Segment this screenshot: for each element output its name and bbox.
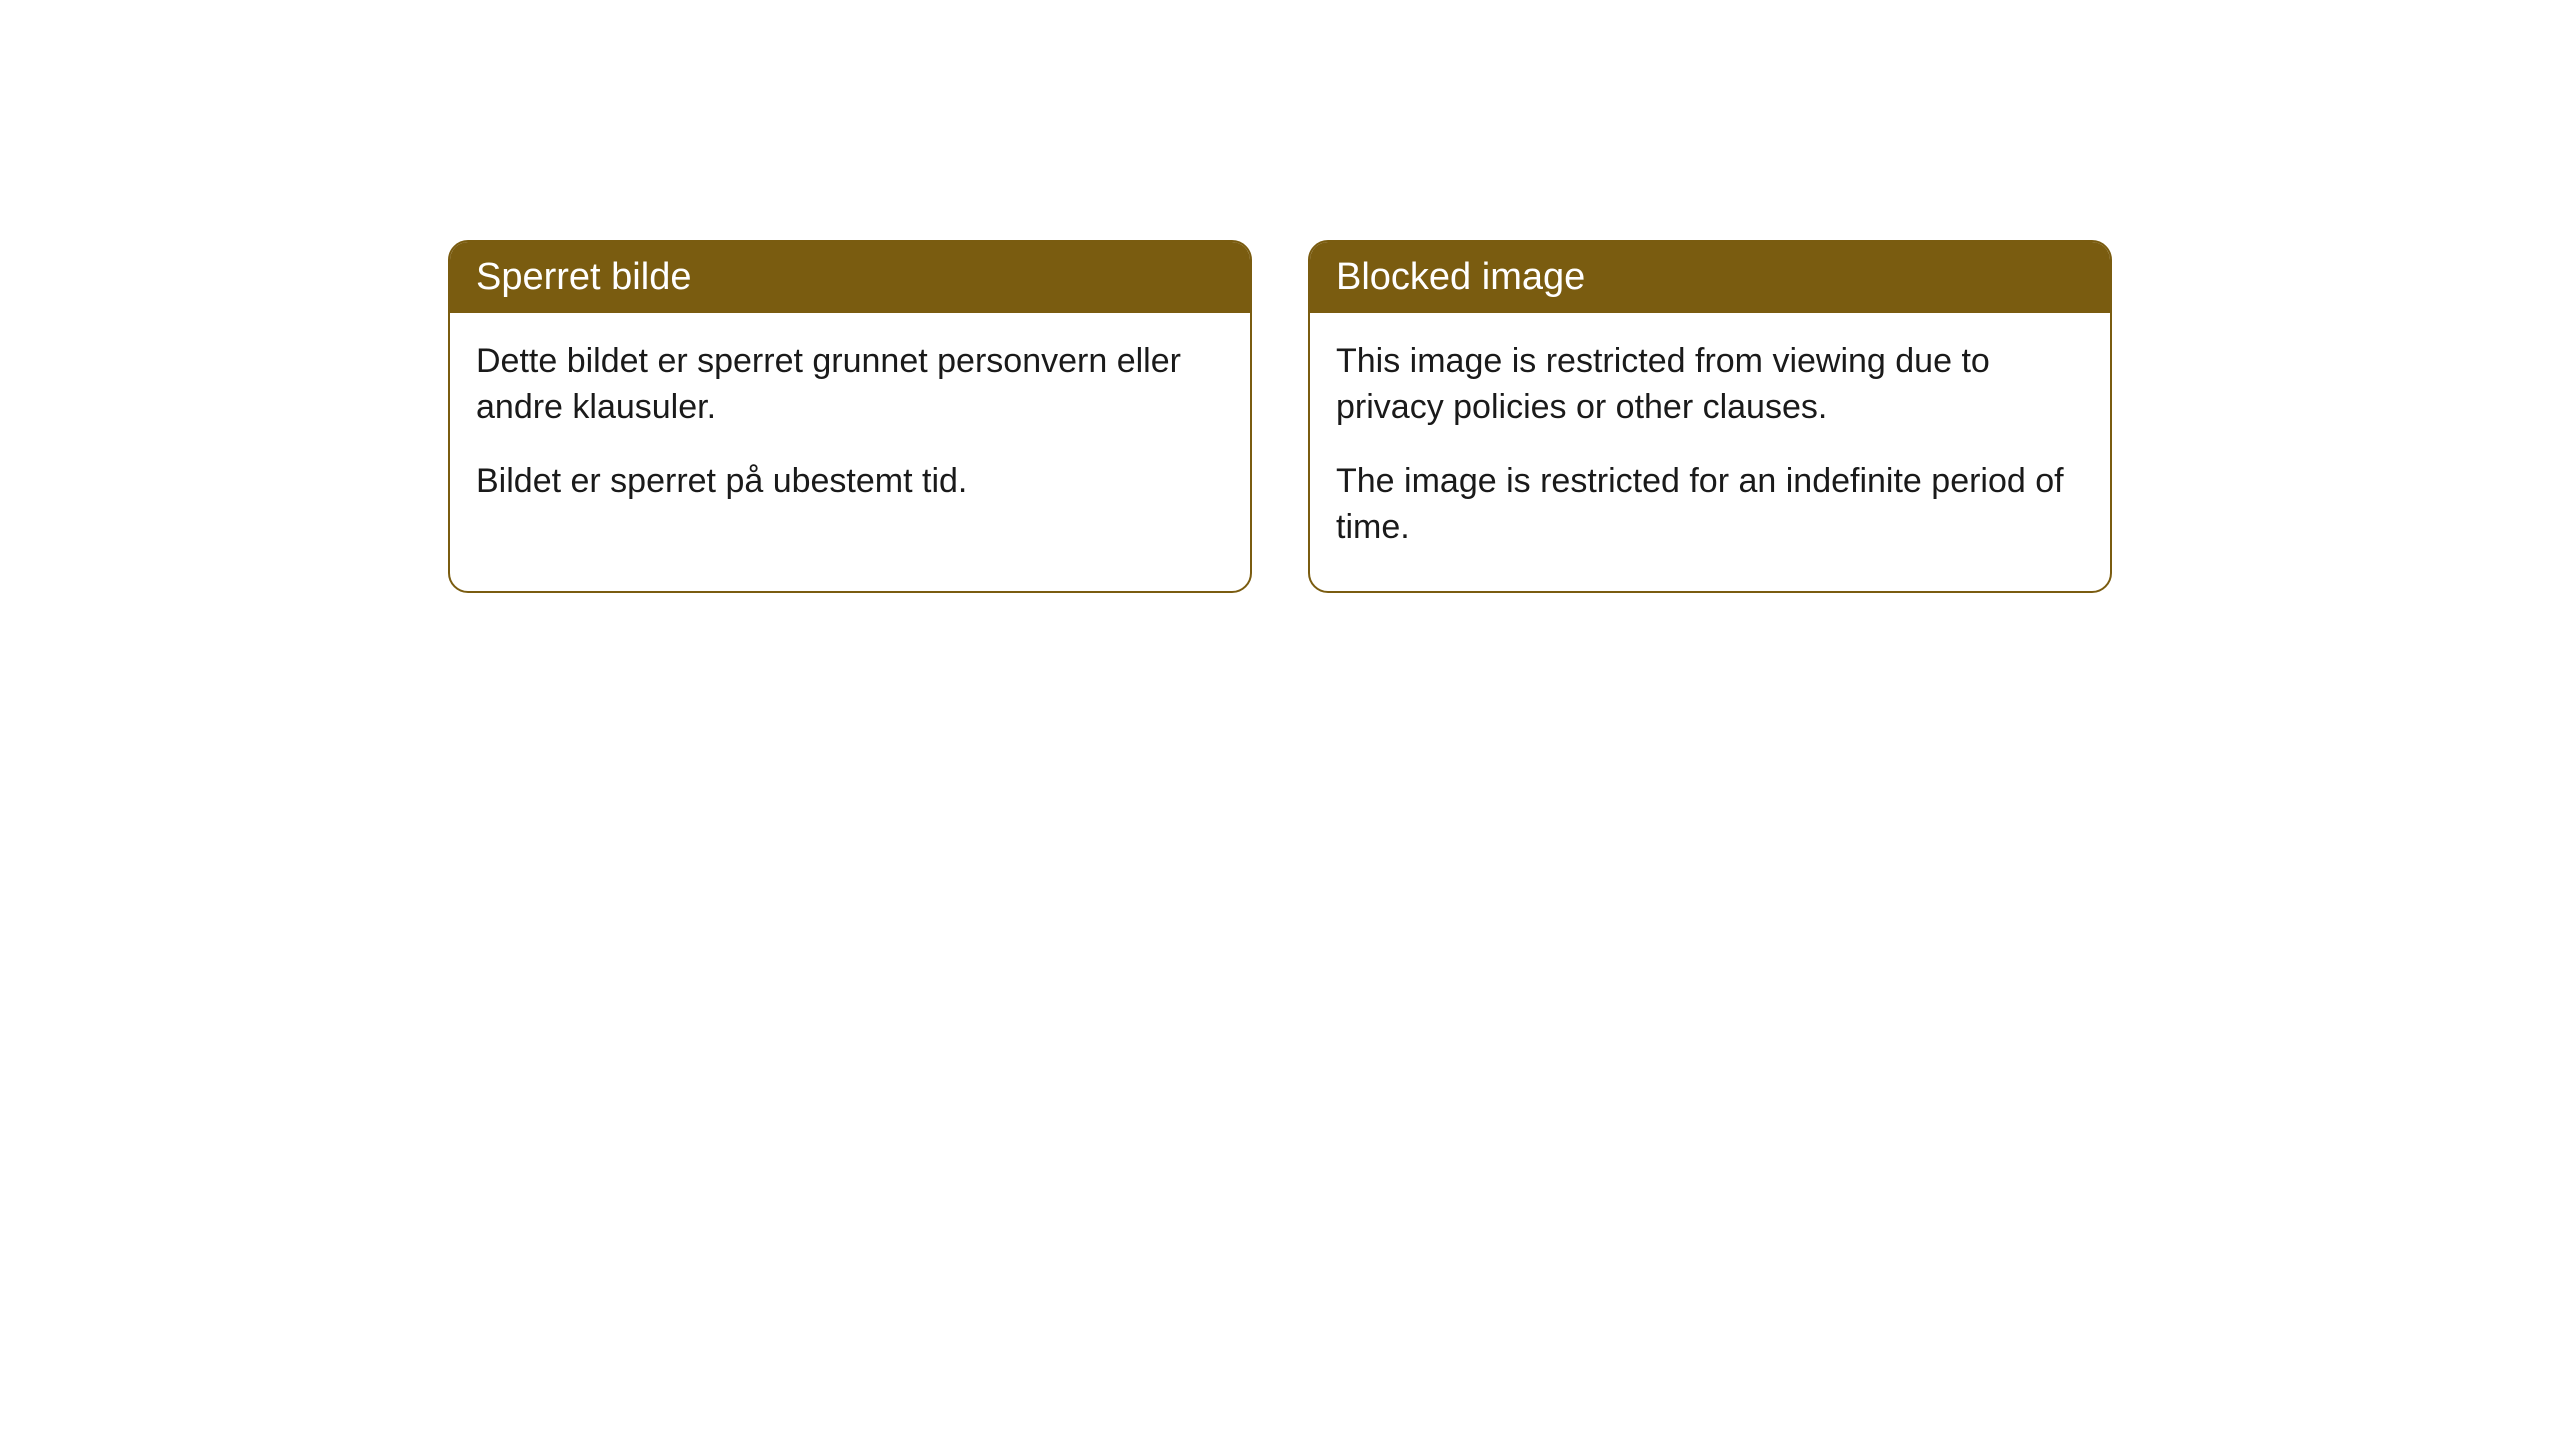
card-body-english: This image is restricted from viewing du… — [1310, 313, 2110, 591]
card-paragraph: The image is restricted for an indefinit… — [1336, 459, 2084, 551]
card-title: Sperret bilde — [476, 256, 691, 298]
card-paragraph: Bildet er sperret på ubestemt tid. — [476, 459, 1224, 505]
blocked-image-card-english: Blocked image This image is restricted f… — [1308, 240, 2112, 593]
cards-container: Sperret bilde Dette bildet er sperret gr… — [448, 240, 2112, 593]
card-body-norwegian: Dette bildet er sperret grunnet personve… — [450, 313, 1250, 545]
blocked-image-card-norwegian: Sperret bilde Dette bildet er sperret gr… — [448, 240, 1252, 593]
card-header-norwegian: Sperret bilde — [450, 242, 1250, 313]
card-title: Blocked image — [1336, 256, 1585, 298]
card-paragraph: This image is restricted from viewing du… — [1336, 339, 2084, 431]
card-paragraph: Dette bildet er sperret grunnet personve… — [476, 339, 1224, 431]
card-header-english: Blocked image — [1310, 242, 2110, 313]
